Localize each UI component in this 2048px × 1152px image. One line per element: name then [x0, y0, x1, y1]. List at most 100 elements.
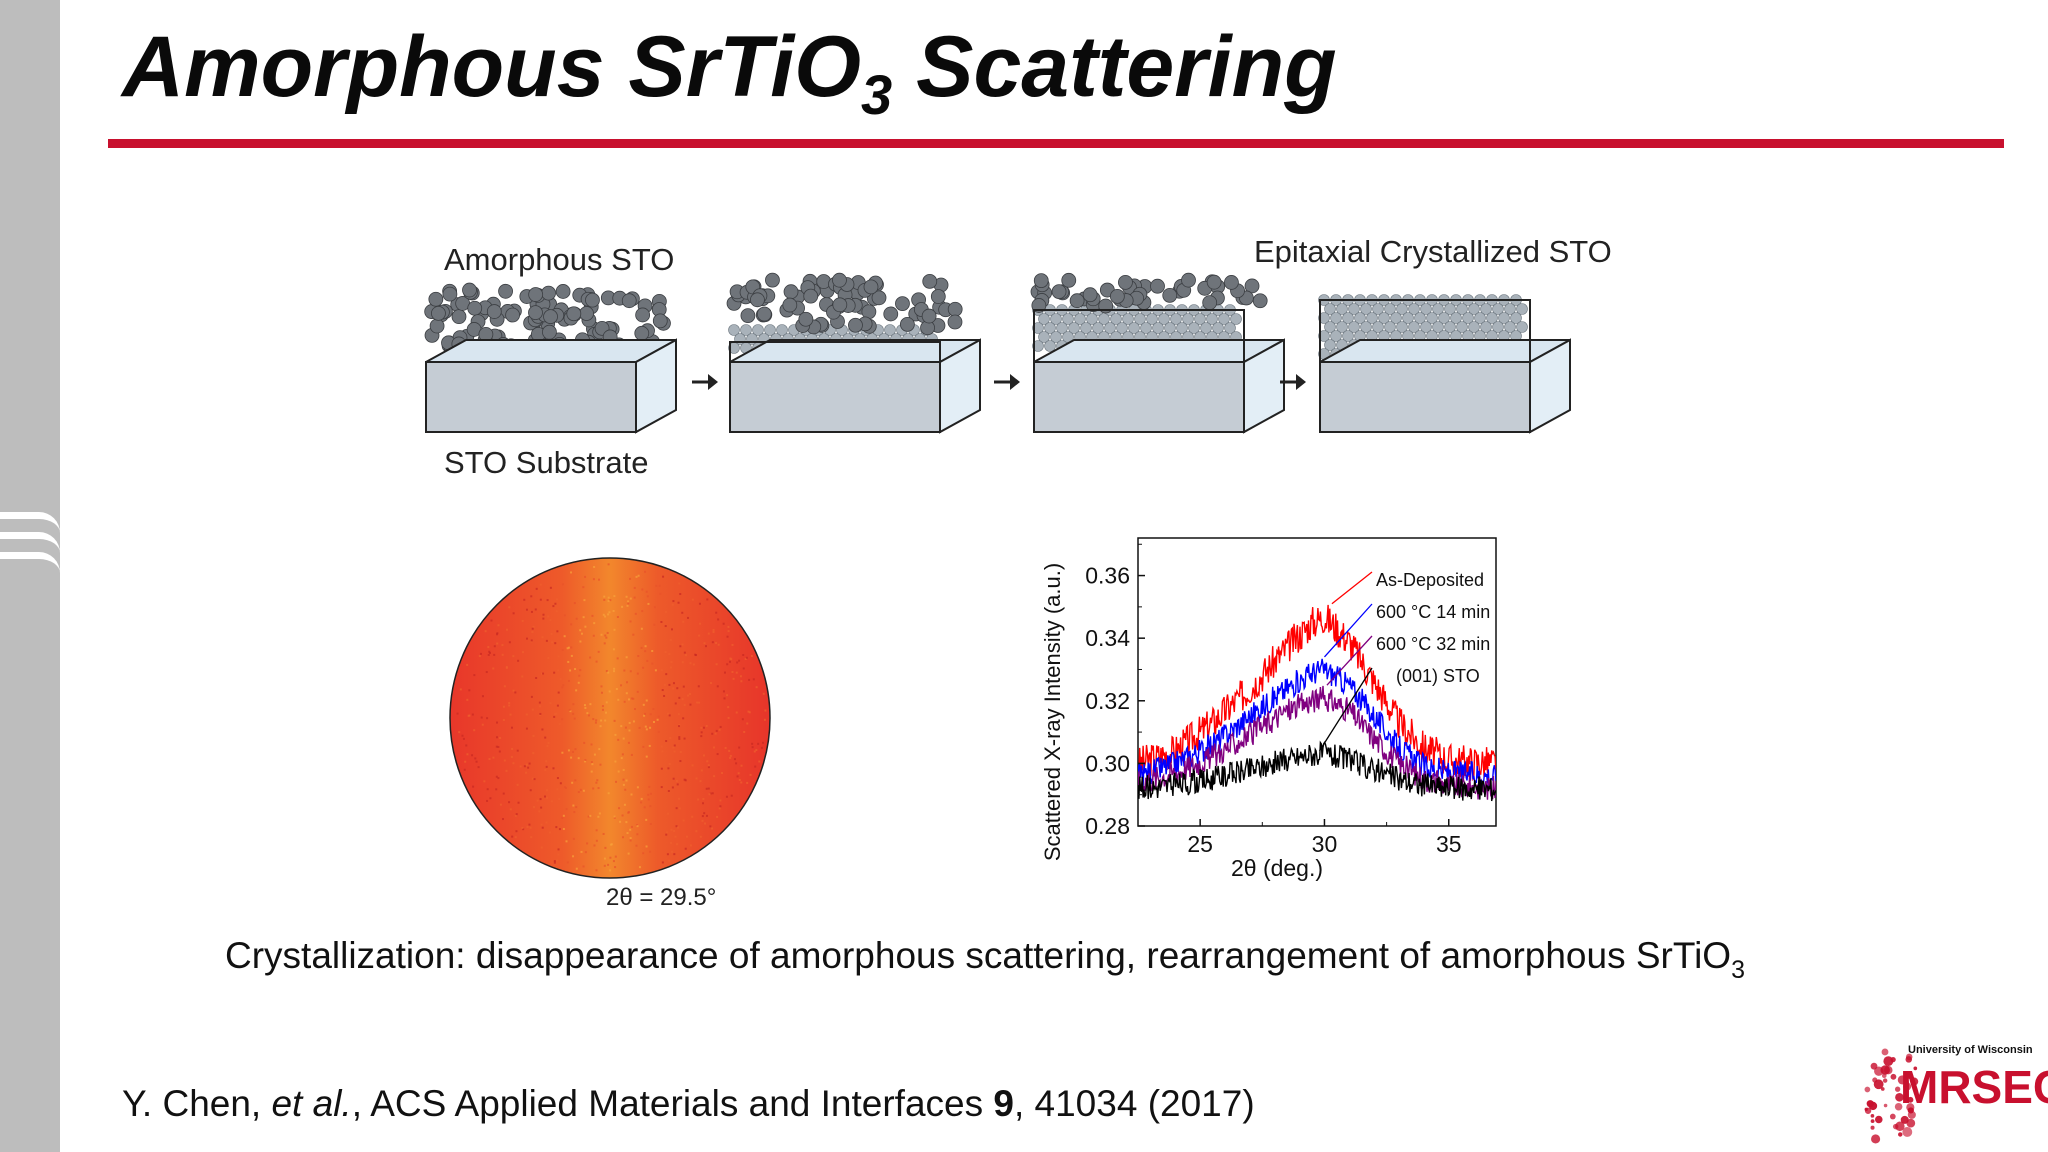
detector-speckle — [502, 719, 505, 722]
detector-speckle — [541, 826, 544, 829]
label-sto-substrate: STO Substrate — [444, 445, 649, 480]
detector-speckle — [736, 775, 739, 778]
detector-speckle — [722, 690, 725, 693]
detector-speckle — [673, 744, 676, 747]
detector-speckle — [630, 753, 633, 756]
detector-speckle — [574, 748, 577, 751]
detector-speckle — [583, 704, 586, 707]
amorphous-atom — [930, 289, 946, 304]
lattice-atom — [1044, 340, 1056, 352]
amorphous-atom — [832, 297, 848, 313]
detector-speckle — [629, 839, 632, 842]
detector-speckle — [492, 667, 495, 670]
lattice-atom — [1212, 322, 1224, 334]
detector-speckle — [570, 756, 573, 759]
detector-speckle — [556, 788, 559, 791]
detector-speckle — [533, 778, 536, 781]
detector-speckle — [532, 625, 535, 628]
amorphous-atom — [1244, 278, 1260, 294]
detector-speckle — [480, 716, 483, 719]
detector-speckle — [701, 815, 704, 818]
detector-speckle — [645, 699, 648, 702]
detector-speckle — [545, 821, 548, 824]
detector-speckle — [509, 713, 512, 716]
detector-speckle — [713, 775, 716, 778]
detector-speckle — [502, 792, 505, 795]
detector-speckle — [553, 861, 556, 864]
detector-speckle — [555, 712, 558, 715]
detector-speckle — [665, 740, 668, 743]
detector-speckle — [547, 656, 550, 659]
detector-speckle — [729, 657, 732, 660]
detector-speckle — [625, 821, 628, 824]
detector-speckle — [646, 659, 649, 662]
detector-speckle — [579, 640, 582, 643]
detector-speckle — [718, 807, 721, 810]
detector-speckle — [556, 598, 559, 601]
amorphous-atom — [442, 286, 458, 302]
detector-speckle — [572, 837, 575, 840]
detector-speckle — [604, 719, 607, 722]
detector-speckle — [738, 779, 741, 782]
film-layer-2 — [729, 341, 941, 363]
detector-speckle — [541, 636, 544, 639]
logo-dot — [1895, 1121, 1905, 1132]
logo-dot — [1907, 1096, 1914, 1103]
detector-speckle — [605, 670, 608, 673]
logo-dot — [1903, 1082, 1912, 1091]
detector-speckle — [666, 853, 669, 856]
lattice-atom — [1074, 313, 1086, 325]
logo-dot — [1881, 1048, 1889, 1056]
lattice-atom — [1462, 312, 1474, 324]
detector-speckle — [629, 597, 632, 600]
detector-speckle — [649, 792, 652, 795]
detector-speckle — [664, 625, 667, 628]
detector-speckle — [665, 831, 668, 834]
detector-speckle — [678, 696, 681, 699]
lattice-atom — [1348, 303, 1360, 315]
logo-dot — [1870, 1119, 1875, 1124]
detector-speckle — [608, 690, 611, 693]
lattice-atom — [1336, 321, 1348, 333]
amorphous-atom — [871, 290, 887, 306]
detector-speckle — [660, 669, 663, 672]
detector-speckle — [623, 803, 626, 806]
amorphous-atom — [542, 324, 557, 340]
detector-speckle — [729, 754, 732, 757]
detector-speckle — [753, 750, 756, 753]
lattice-atom — [1158, 313, 1170, 325]
detector-speckle — [539, 712, 542, 715]
detector-speckle — [530, 595, 533, 598]
lattice-atom — [1450, 312, 1462, 324]
amorphous-atom — [585, 292, 600, 308]
detector-speckle — [501, 653, 504, 656]
detector-speckle — [660, 745, 663, 748]
detector-speckle — [622, 737, 625, 740]
amorphous-atom — [1181, 272, 1196, 288]
detector-speckle — [728, 749, 731, 752]
detector-speckle — [670, 660, 673, 663]
slide-title: Amorphous SrTiO3 Scattering — [122, 18, 1337, 127]
detector-speckle — [660, 767, 663, 770]
detector-speckle — [545, 765, 548, 768]
detector-speckle — [556, 630, 559, 633]
detector-speckle — [579, 629, 582, 632]
detector-speckle — [712, 628, 715, 631]
detector-speckle — [612, 648, 615, 651]
detector-speckle — [644, 570, 647, 573]
detector-speckle — [732, 677, 735, 680]
detector-speckle — [698, 602, 701, 605]
detector-speckle — [666, 712, 669, 715]
detector-speckle — [692, 663, 695, 666]
detector-speckle — [640, 801, 643, 804]
detector-speckle — [643, 714, 646, 717]
detector-speckle — [598, 578, 601, 581]
detector-speckle — [542, 617, 545, 620]
detector-speckle — [522, 828, 525, 831]
detector-speckle — [582, 789, 585, 792]
detector-speckle — [567, 646, 570, 649]
detector-speckle — [619, 820, 622, 823]
detector-speckle — [496, 721, 499, 724]
detector-speckle — [549, 586, 552, 589]
detector-speckle — [677, 601, 680, 604]
